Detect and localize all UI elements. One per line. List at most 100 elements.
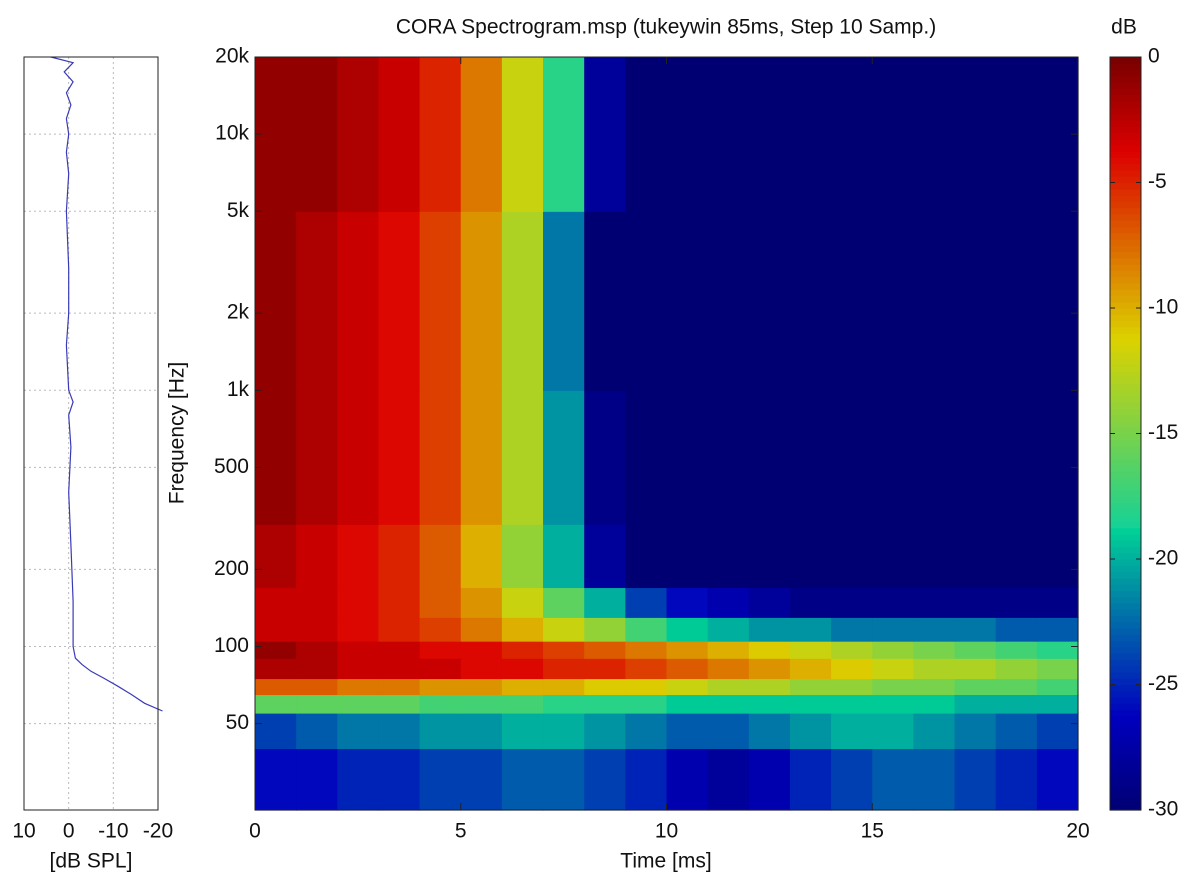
- colorbar-strip: [1110, 188, 1141, 196]
- x-tick-label: 15: [861, 820, 884, 843]
- heatmap-cell: [419, 713, 462, 750]
- colorbar-strip: [1110, 797, 1141, 805]
- colorbar-strip: [1110, 615, 1141, 623]
- colorbar-strip: [1110, 546, 1141, 554]
- colorbar-strip: [1110, 195, 1141, 202]
- heatmap-cell: [419, 678, 462, 696]
- heatmap-cell: [1036, 587, 1079, 618]
- heatmap-cell: [501, 713, 544, 750]
- colorbar-strip: [1110, 207, 1141, 215]
- heatmap-cell: [501, 617, 544, 642]
- heatmap-cell: [584, 390, 626, 525]
- heatmap-cell: [707, 617, 750, 642]
- colorbar-strip: [1110, 571, 1141, 579]
- colorbar-strip: [1110, 345, 1141, 353]
- heatmap-cell: [789, 678, 832, 696]
- colorbar-strip: [1110, 157, 1141, 165]
- colorbar-strip: [1110, 270, 1141, 278]
- heatmap-cell: [1036, 641, 1079, 659]
- heatmap-cell: [1036, 658, 1079, 680]
- heatmap-cell: [625, 658, 668, 680]
- colorbar-strip: [1110, 226, 1141, 234]
- colorbar-strip: [1110, 533, 1141, 541]
- heatmap-cell: [296, 678, 338, 696]
- colorbar-strip: [1110, 747, 1141, 755]
- heatmap-cell: [255, 641, 297, 659]
- heatmap-cell: [913, 57, 956, 212]
- heatmap-cell: [748, 587, 791, 618]
- colorbar-strip: [1110, 728, 1141, 736]
- heatmap-cell: [954, 390, 997, 525]
- heatmap-cell: [995, 748, 1038, 811]
- heatmap-cell: [501, 678, 544, 696]
- heatmap-cell: [460, 524, 503, 589]
- heatmap-cell: [543, 641, 585, 659]
- heatmap-cell: [789, 617, 832, 642]
- side-x-tick-label: 10: [12, 820, 35, 843]
- heatmap-cell: [501, 658, 544, 680]
- colorbar-strip: [1110, 257, 1141, 265]
- colorbar-strip: [1110, 75, 1141, 83]
- colorbar-strip: [1110, 640, 1141, 648]
- x-tick-label: 20: [1066, 820, 1089, 843]
- colorbar-strip: [1110, 602, 1141, 610]
- heatmap-cell: [543, 390, 585, 525]
- heatmap-cell: [419, 748, 462, 811]
- heatmap-cell: [954, 57, 997, 212]
- heatmap-cell: [543, 694, 585, 714]
- colorbar-strip: [1110, 113, 1141, 121]
- colorbar-strip: [1110, 282, 1141, 290]
- heatmap-cell: [789, 390, 832, 525]
- colorbar-tick-label: -10: [1148, 296, 1178, 319]
- colorbar-strip: [1110, 527, 1141, 535]
- heatmap-cell: [913, 641, 956, 659]
- heatmap-cell: [995, 617, 1038, 642]
- heatmap-cell: [419, 694, 462, 714]
- heatmap-cell: [831, 678, 873, 696]
- heatmap-cell: [584, 641, 626, 659]
- heatmap-cell: [954, 678, 997, 696]
- heatmap-cell: [872, 658, 914, 680]
- heatmap-cell: [584, 748, 626, 811]
- heatmap-cell: [748, 211, 791, 391]
- colorbar-strip: [1110, 734, 1141, 742]
- colorbar-strip: [1110, 238, 1141, 246]
- heatmap-cell: [255, 748, 297, 811]
- colorbar-strip: [1110, 515, 1141, 522]
- heatmap-cell: [831, 57, 873, 212]
- colorbar-strip: [1110, 703, 1141, 711]
- heatmap-cell: [378, 748, 421, 811]
- y-tick-label: 50: [226, 711, 249, 734]
- colorbar-strip: [1110, 609, 1141, 617]
- heatmap-cell: [255, 658, 297, 680]
- heatmap-cell: [543, 617, 585, 642]
- heatmap-cell: [748, 57, 791, 212]
- heatmap-cell: [913, 748, 956, 811]
- heatmap-cell: [707, 694, 750, 714]
- colorbar-strip: [1110, 489, 1141, 497]
- colorbar-strip: [1110, 276, 1141, 284]
- heatmap-cell: [460, 658, 503, 680]
- colorbar-strip: [1110, 508, 1141, 516]
- heatmap-cell: [501, 524, 544, 589]
- heatmap-cell: [748, 658, 791, 680]
- heatmap-cell: [995, 587, 1038, 618]
- heatmap-cell: [913, 617, 956, 642]
- heatmap-cell: [995, 713, 1038, 750]
- side-x-tick-label: -20: [143, 820, 173, 843]
- colorbar-strip: [1110, 697, 1141, 704]
- heatmap-cell: [625, 678, 668, 696]
- colorbar-strip: [1110, 439, 1141, 447]
- heatmap-cell: [584, 658, 626, 680]
- colorbar-strip: [1110, 220, 1141, 228]
- colorbar-strip: [1110, 659, 1141, 667]
- heatmap-cell: [419, 658, 462, 680]
- heatmap-cell: [913, 713, 956, 750]
- colorbar-strip: [1110, 308, 1141, 315]
- heatmap-cell: [995, 694, 1038, 714]
- heatmap-cell: [913, 524, 956, 589]
- y-tick-label: 10k: [215, 122, 249, 145]
- colorbar-strip: [1110, 176, 1141, 184]
- colorbar-strip: [1110, 803, 1141, 811]
